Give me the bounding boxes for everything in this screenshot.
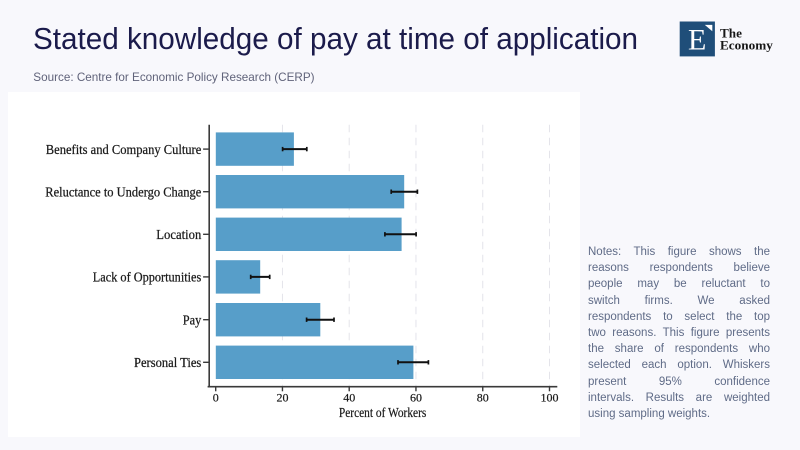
svg-text:Economy: Economy (720, 37, 773, 52)
svg-text:Lack of Opportunities: Lack of Opportunities (93, 271, 202, 286)
svg-text:60: 60 (410, 390, 422, 404)
svg-text:Pay: Pay (183, 314, 202, 329)
svg-text:Location: Location (156, 228, 201, 243)
svg-text:E: E (688, 23, 706, 56)
svg-text:Benefits and Company Culture: Benefits and Company Culture (46, 143, 202, 158)
svg-text:20: 20 (276, 390, 288, 404)
svg-text:The: The (720, 25, 742, 40)
svg-text:40: 40 (343, 390, 355, 404)
svg-text:Percent of Workers: Percent of Workers (339, 405, 426, 420)
svg-text:80: 80 (477, 390, 489, 404)
svg-text:0: 0 (213, 390, 219, 404)
svg-text:Reluctance to Undergo Change: Reluctance to Undergo Change (45, 186, 201, 201)
svg-text:100: 100 (541, 390, 559, 404)
svg-text:Personal Ties: Personal Ties (134, 356, 201, 371)
